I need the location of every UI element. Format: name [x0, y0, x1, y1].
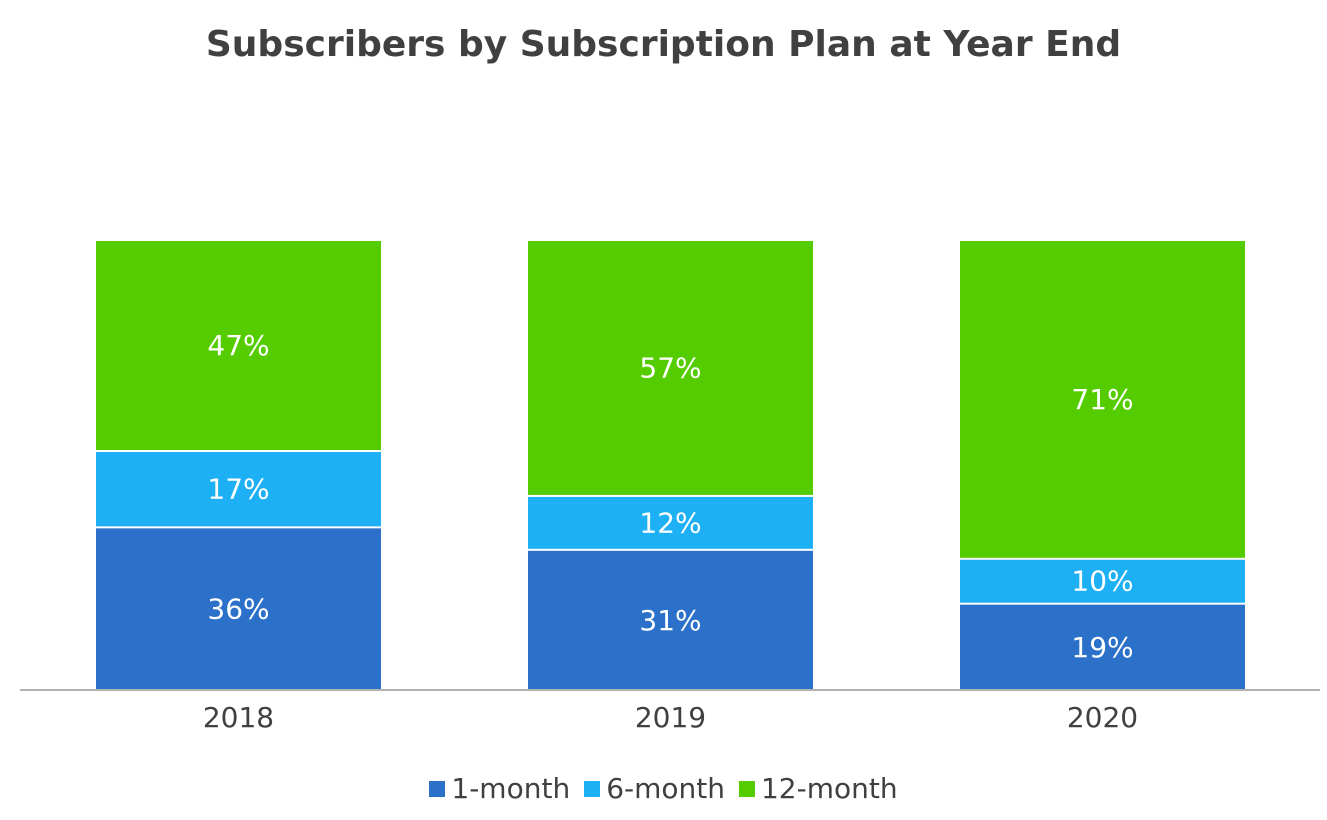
data-label-2019-6-month: 12% — [639, 506, 701, 539]
segment-labels-layer: 36% 17% 47% 31% 12% 57% 19% 10% 71% — [207, 329, 1133, 664]
bar-segment-2018-1-month — [96, 528, 381, 690]
x-tick-label-2018: 2018 — [203, 701, 274, 734]
bar-segment-2020-6-month — [960, 559, 1245, 603]
x-tick-label-2020: 2020 — [1067, 701, 1138, 734]
bar-segment-2018-12-month — [96, 241, 381, 451]
data-label-2019-12-month: 57% — [639, 351, 701, 384]
data-label-2019-1-month: 31% — [639, 604, 701, 637]
bar-segment-2019-6-month — [528, 496, 813, 549]
bar-segment-2019-12-month — [528, 241, 813, 495]
x-tick-label-2019: 2019 — [635, 701, 706, 734]
data-label-2020-1-month: 19% — [1071, 631, 1133, 664]
legend-label-6-month: 6-month — [606, 772, 725, 805]
legend-item-12-month: 12-month — [738, 772, 898, 805]
bar-segment-2020-1-month — [960, 604, 1245, 690]
legend-item-6-month: 6-month — [584, 772, 725, 805]
legend-swatch-12-month — [738, 780, 755, 797]
bar-segment-2018-6-month — [96, 452, 381, 527]
chart-title: Subscribers by Subscription Plan at Year… — [205, 24, 1122, 65]
data-label-2020-12-month: 71% — [1071, 383, 1133, 416]
legend-label-1-month: 1-month — [451, 772, 571, 805]
legend-label-12-month: 12-month — [760, 772, 898, 805]
bar-segment-2020-12-month — [960, 241, 1245, 558]
data-label-2018-6-month: 17% — [207, 473, 269, 506]
legend-swatch-6-month — [584, 780, 601, 797]
data-label-2018-12-month: 47% — [207, 329, 269, 362]
legend: 1-month 6-month 12-month — [0, 772, 1327, 805]
bar-segment-2019-1-month — [528, 550, 813, 690]
legend-item-1-month: 1-month — [429, 772, 570, 805]
data-label-2020-6-month: 10% — [1071, 565, 1133, 598]
bars-layer — [96, 241, 1245, 690]
legend-swatch-1-month — [429, 780, 446, 797]
data-label-2018-1-month: 36% — [207, 593, 269, 626]
category-labels-layer: 2018 2019 2020 — [203, 701, 1138, 734]
